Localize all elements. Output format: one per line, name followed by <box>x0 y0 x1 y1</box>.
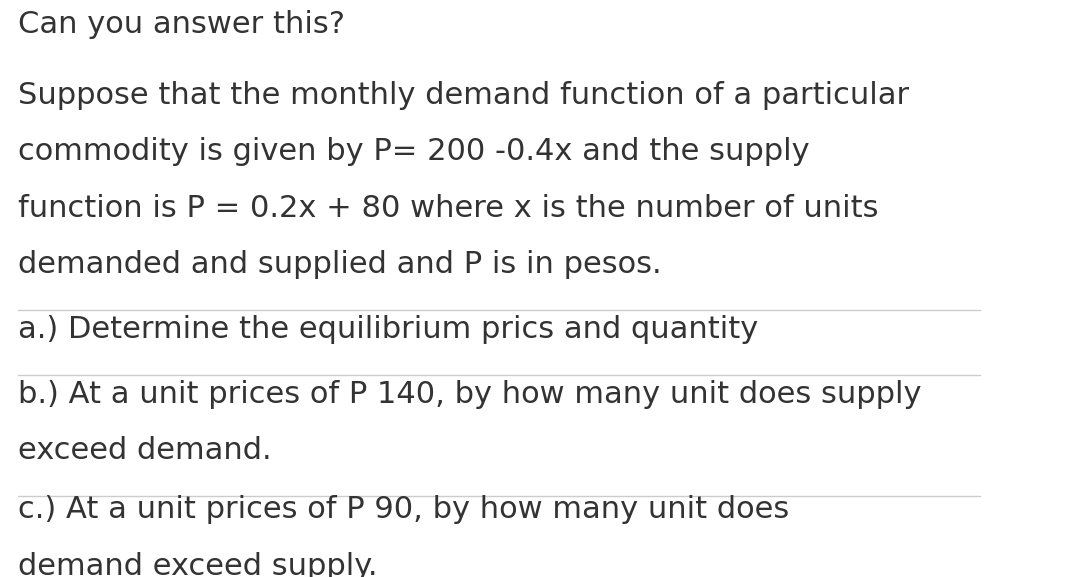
Text: a.) Determine the equilibrium prics and quantity: a.) Determine the equilibrium prics and … <box>18 315 758 344</box>
Text: exceed demand.: exceed demand. <box>18 436 271 465</box>
Text: b.) At a unit prices of P 140, by how many unit does supply: b.) At a unit prices of P 140, by how ma… <box>18 380 921 409</box>
Text: c.) At a unit prices of P 90, by how many unit does: c.) At a unit prices of P 90, by how man… <box>18 495 789 524</box>
Text: function is P = 0.2x + 80 where x is the number of units: function is P = 0.2x + 80 where x is the… <box>18 194 878 223</box>
Text: commodity is given by P= 200 -0.4x and the supply: commodity is given by P= 200 -0.4x and t… <box>18 137 810 166</box>
Text: Can you answer this?: Can you answer this? <box>18 10 345 39</box>
Text: demanded and supplied and P is in pesos.: demanded and supplied and P is in pesos. <box>18 250 662 279</box>
Text: demand exceed supply.: demand exceed supply. <box>18 552 378 577</box>
Text: Suppose that the monthly demand function of a particular: Suppose that the monthly demand function… <box>18 81 909 110</box>
